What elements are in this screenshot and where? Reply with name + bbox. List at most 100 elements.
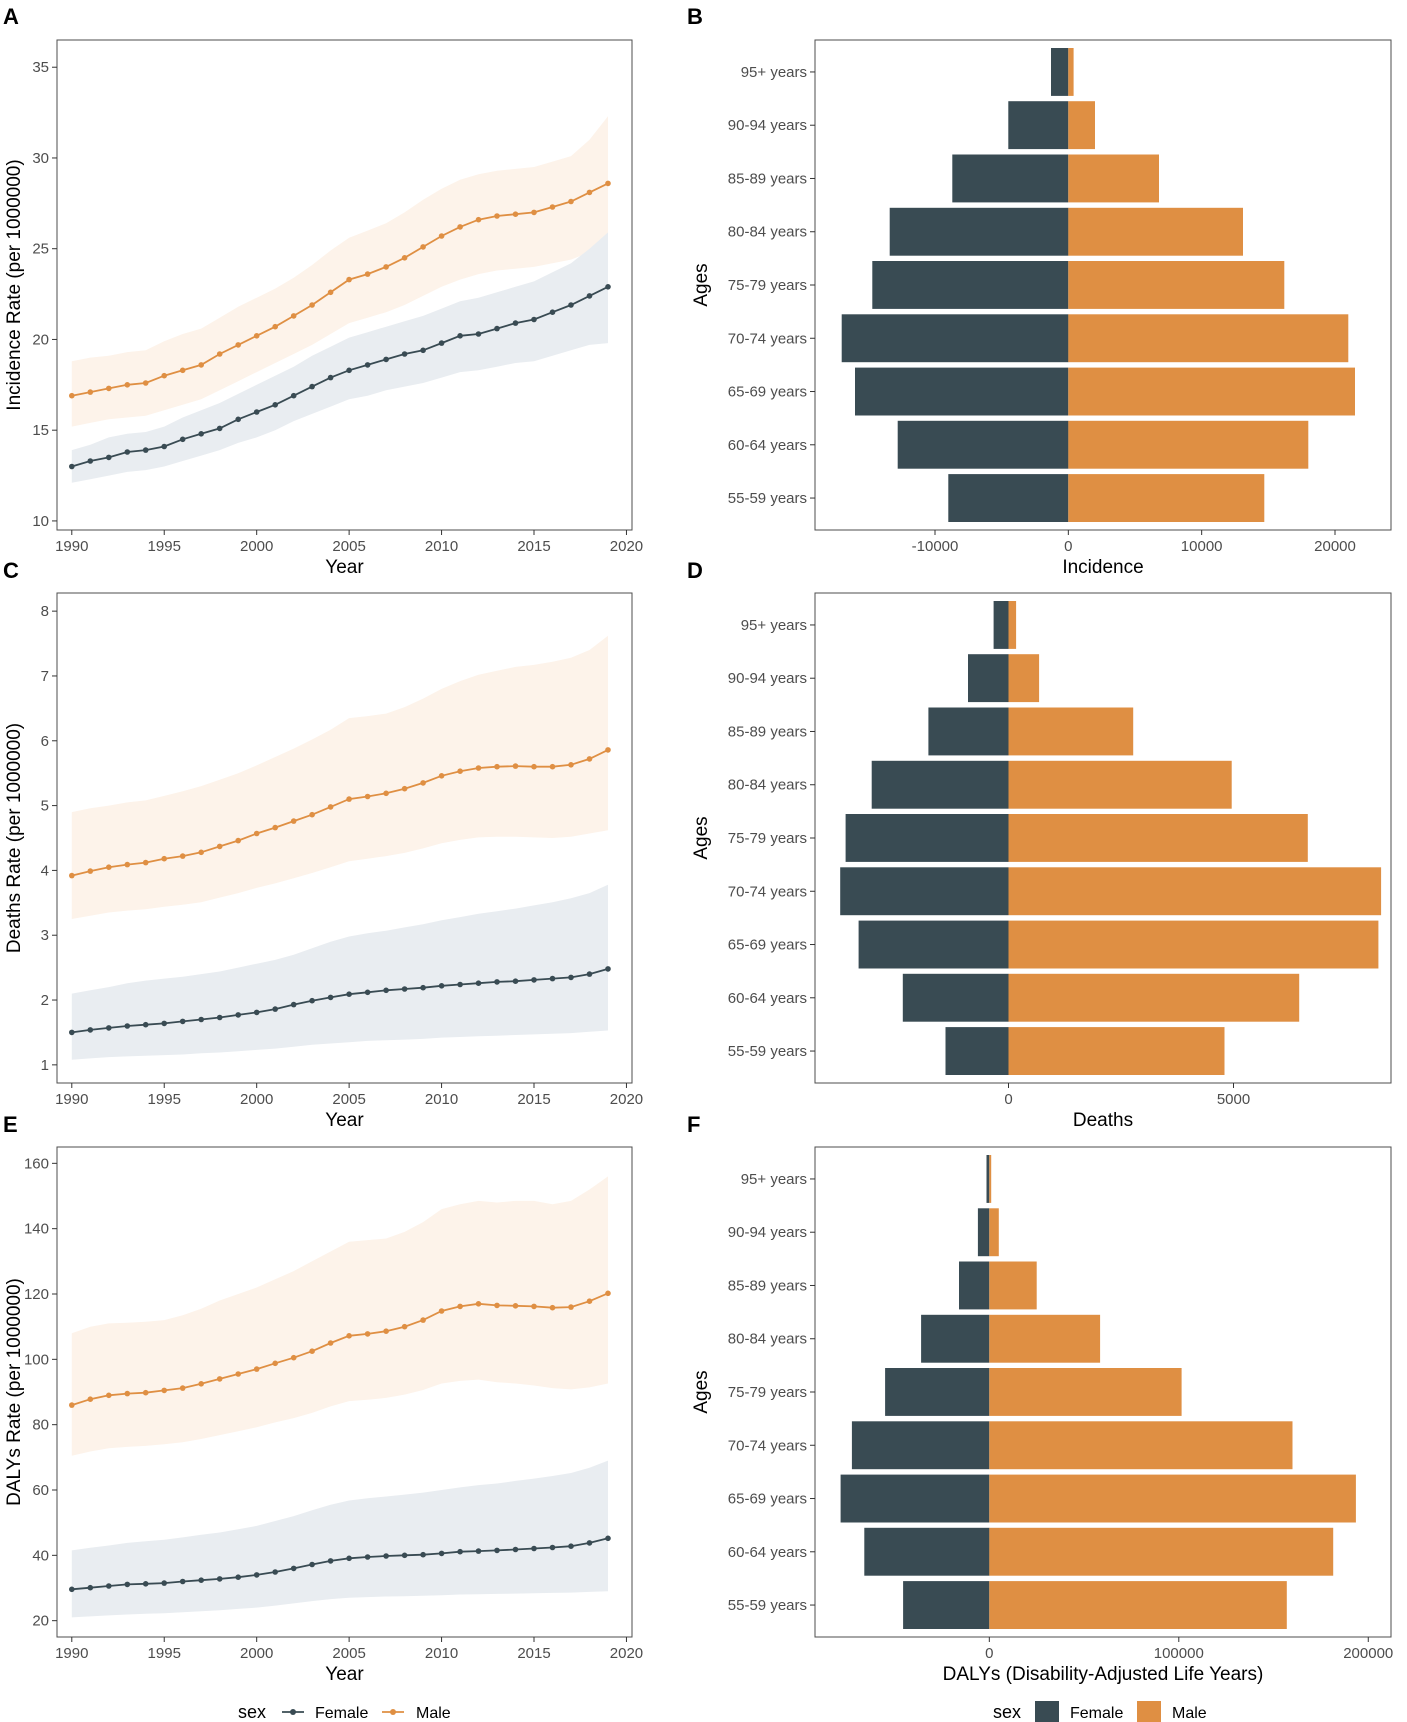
female-point-2002 (290, 1001, 297, 1008)
male-point-2013 (494, 1302, 500, 1309)
age-group-label: 80-84 years (728, 777, 807, 794)
male-point-2013 (494, 213, 500, 219)
male-bar-65-69-years (1008, 920, 1379, 969)
female-bar-60-64-years (864, 1527, 990, 1576)
x-tick-label: 2020 (610, 1091, 643, 1108)
age-group-label: 85-89 years (728, 1277, 807, 1294)
female-point-1995 (161, 1020, 167, 1027)
male-bar-85-89-years (1068, 154, 1159, 203)
x-tick-label: 1990 (55, 1091, 88, 1108)
male-bar-95-years (1068, 48, 1074, 96)
age-group-label: 90-94 years (728, 670, 807, 687)
age-group-label: 65-69 years (728, 937, 807, 954)
male-point-2005 (346, 276, 352, 283)
male-point-1990 (69, 392, 75, 399)
female-point-1995 (161, 443, 167, 450)
legend-male-label: Male (416, 1705, 451, 1722)
female-point-2017 (568, 1543, 574, 1549)
male-point-1996 (179, 367, 186, 374)
female-bar-75-79-years (845, 814, 1009, 862)
bar-legend-title: sex (993, 1702, 1021, 1722)
male-point-2018 (586, 1298, 593, 1304)
female-bar-65-69-years (855, 367, 1069, 416)
female-bar-95-years (986, 1155, 990, 1203)
female-bar-55-59-years (948, 474, 1069, 522)
panel-label-b: B (687, 4, 703, 29)
y-tick-label: 60 (32, 1482, 49, 1499)
male-point-2002 (290, 1354, 297, 1361)
male-point-1990 (69, 872, 75, 879)
female-point-2001 (272, 1569, 279, 1575)
legend-female-label: Female (315, 1705, 368, 1722)
male-trend-line (71, 1292, 609, 1406)
female-point-2001 (272, 1006, 279, 1012)
female-bar-60-64-years (902, 973, 1009, 1022)
female-point-2008 (401, 986, 408, 992)
female-point-1997 (198, 1577, 204, 1583)
male-point-1995 (161, 855, 167, 862)
female-point-2017 (568, 974, 574, 981)
legend-male-swatch (1137, 1701, 1161, 1722)
male-point-1994 (142, 380, 149, 386)
male-point-1993 (124, 1390, 131, 1397)
y-tick-label: 10 (32, 513, 49, 530)
x-tick-label: 20000 (1314, 538, 1356, 555)
female-point-1991 (87, 458, 94, 464)
x-tick-label: 0 (1004, 1091, 1012, 1108)
male-point-1994 (142, 1389, 149, 1396)
male-point-2000 (253, 333, 260, 339)
male-point-2007 (383, 264, 389, 270)
female-point-2012 (475, 1548, 482, 1554)
female-point-1997 (198, 1016, 204, 1023)
male-bar-65-69-years (989, 1474, 1356, 1523)
x-tick-label: 1995 (148, 1645, 181, 1662)
male-point-1997 (198, 362, 204, 368)
female-point-1990 (69, 1029, 75, 1036)
male-point-2012 (475, 216, 482, 223)
male-bar-60-64-years (1068, 420, 1309, 469)
male-point-2001 (272, 1360, 279, 1367)
y-tick-label: 5 (41, 798, 49, 815)
male-point-1992 (106, 1392, 112, 1399)
male-point-2011 (457, 1303, 463, 1310)
legend-male-bar-label: Male (1172, 1705, 1207, 1722)
x-tick-label: 2010 (425, 1645, 458, 1662)
male-bar-90-94-years (989, 1208, 999, 1257)
x-tick-label: 1995 (148, 538, 181, 555)
x-axis-title: Year (325, 1110, 364, 1131)
age-group-label: 65-69 years (728, 384, 807, 401)
x-tick-label: 100000 (1154, 1645, 1204, 1662)
y-axis-title: DALYs Rate (per 1000000) (4, 1278, 25, 1506)
male-point-2015 (531, 763, 537, 770)
male-point-1993 (124, 861, 131, 868)
x-tick-label: 2005 (332, 1091, 365, 1108)
female-bar-95-years (1051, 48, 1069, 96)
age-group-label: 60-64 years (728, 437, 807, 454)
male-point-2003 (309, 302, 315, 308)
panel-label-a: A (3, 4, 19, 29)
y-tick-label: 20 (32, 1613, 49, 1630)
male-bar-75-79-years (989, 1368, 1182, 1416)
male-point-2014 (512, 1303, 519, 1309)
male-bar-55-59-years (989, 1581, 1287, 1629)
female-point-2006 (364, 989, 371, 996)
male-bar-70-74-years (1068, 314, 1349, 363)
female-point-2014 (512, 978, 519, 984)
panel-frame (56, 592, 633, 1084)
male-point-2009 (420, 780, 426, 786)
y-tick-label: 4 (41, 862, 49, 879)
deaths-rate-chart: 1 2 3 4 5 6 7 8 1990 1995 2000 2005 2010 2015 2020 Year… (4, 592, 643, 1131)
x-axis-title: DALYs (Disability-Adjusted Life Years) (943, 1664, 1264, 1685)
x-tick-label: 2005 (332, 1645, 365, 1662)
x-tick-label: 10000 (1181, 538, 1223, 555)
female-point-2002 (290, 392, 297, 399)
x-tick-label: 1995 (148, 1091, 181, 1108)
male-point-2013 (494, 763, 500, 770)
male-point-2003 (309, 811, 315, 818)
male-point-2002 (290, 313, 297, 319)
female-point-1999 (235, 1574, 241, 1580)
male-bar-70-74-years (989, 1421, 1293, 1470)
y-tick-label: 80 (32, 1417, 49, 1434)
age-group-label: 75-79 years (728, 1384, 807, 1401)
